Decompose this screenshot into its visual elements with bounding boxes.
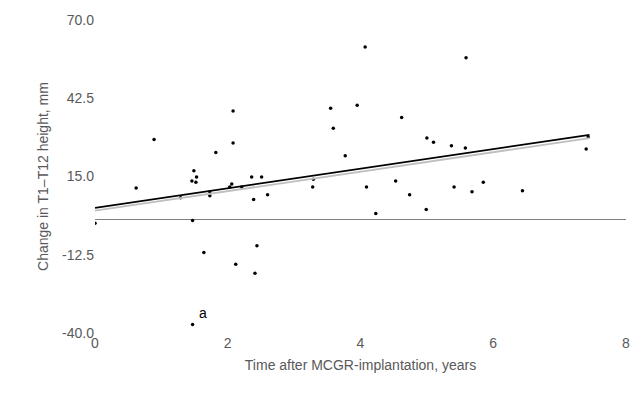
svg-text:Time after MCGR-implantation,: Time after MCGR-implantation, years [245,357,476,373]
svg-text:15.0: 15.0 [67,168,94,184]
svg-text:6: 6 [489,335,497,351]
svg-text:8: 8 [622,335,630,351]
svg-text:-40.0: -40.0 [62,325,94,341]
svg-text:0: 0 [91,335,99,351]
svg-text:42.5: 42.5 [67,90,94,106]
svg-text:70.0: 70.0 [67,12,94,28]
svg-text:a: a [199,305,207,321]
svg-text:Change in T1–T12 height, mm: Change in T1–T12 height, mm [35,82,51,271]
svg-text:4: 4 [357,335,365,351]
svg-text:-12.5: -12.5 [62,247,94,263]
svg-text:2: 2 [224,335,232,351]
